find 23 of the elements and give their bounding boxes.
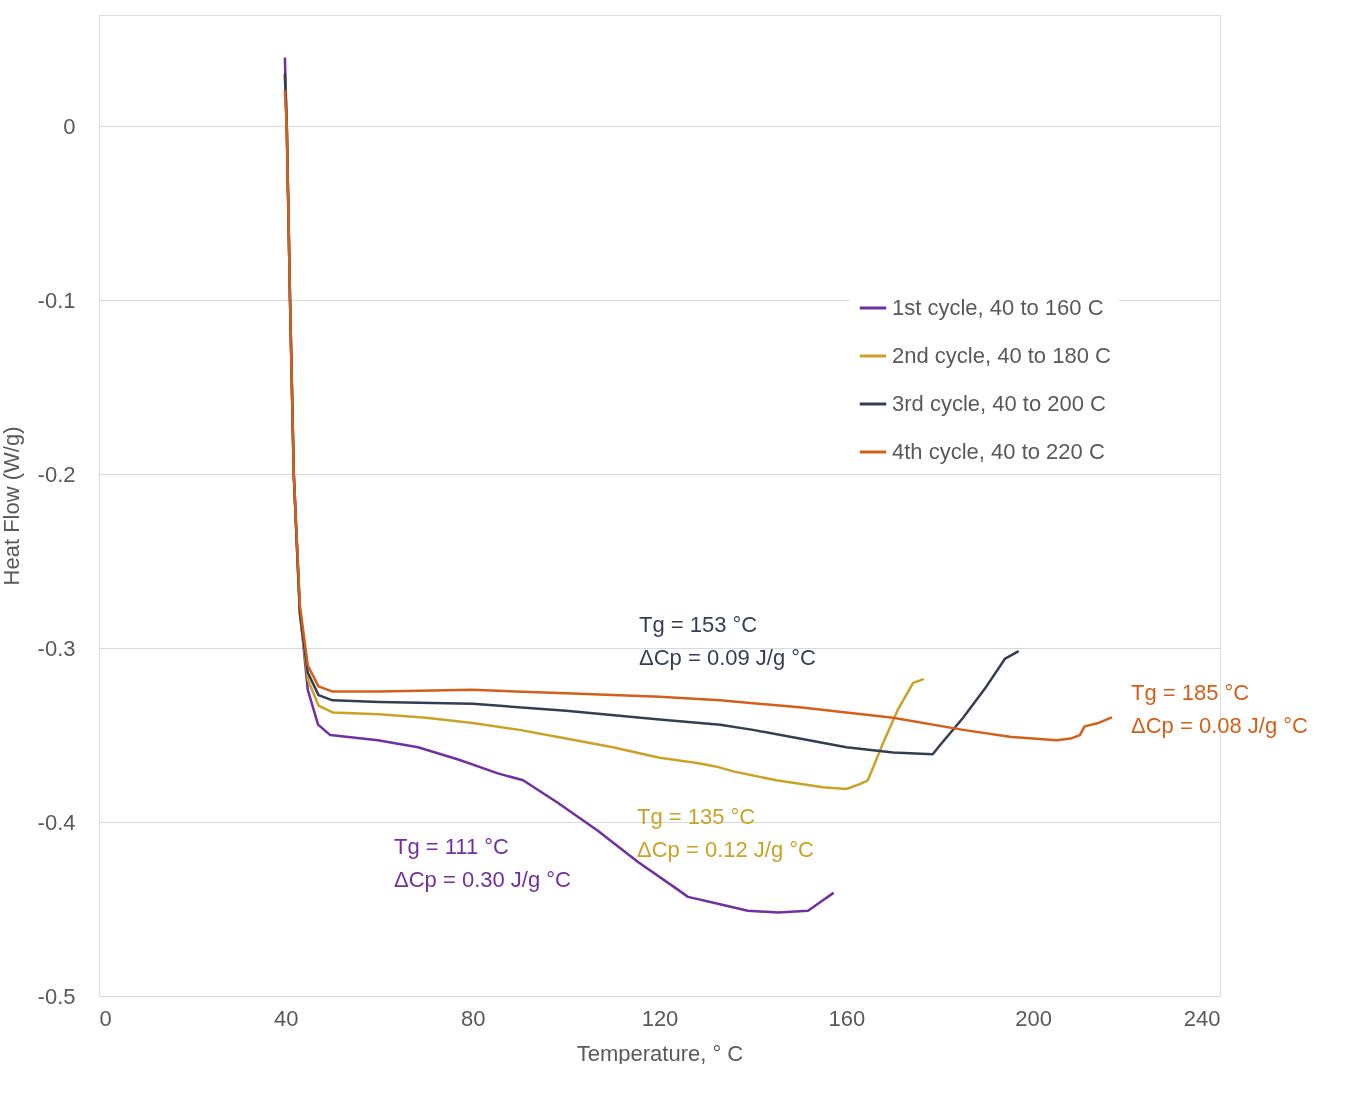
x-tick-label: 240 xyxy=(1183,1005,1221,1031)
y-tick-label: -0.1 xyxy=(37,287,76,313)
annotation: Tg = 153 °C ΔCp = 0.09 J/g °C xyxy=(639,612,817,670)
y-tick-label: -0.5 xyxy=(37,983,76,1009)
y-tick-label: -0.2 xyxy=(37,461,76,487)
y-tick-label: -0.4 xyxy=(37,809,76,835)
x-tick-label: 200 xyxy=(1015,1005,1053,1031)
x-tick-label: 0 xyxy=(99,1005,112,1031)
x-tick-label: 120 xyxy=(641,1005,679,1031)
annotation: Tg = 135 °C ΔCp = 0.12 J/g °C xyxy=(637,804,815,862)
legend-label: 1st cycle, 40 to 160 C xyxy=(892,295,1104,320)
x-tick-label: 160 xyxy=(828,1005,866,1031)
legend-label: 4th cycle, 40 to 220 C xyxy=(892,439,1105,464)
y-tick-label: -0.3 xyxy=(37,635,76,661)
line-series xyxy=(283,90,1113,742)
annotation: Tg = 185 °C ΔCp = 0.08 J/g °C xyxy=(1131,680,1309,738)
legend-label: 2nd cycle, 40 to 180 C xyxy=(892,343,1112,368)
annotation: Tg = 111 °C ΔCp = 0.30 J/g °C xyxy=(394,834,572,892)
y-tick-label: 0 xyxy=(63,113,76,139)
legend-label: 3rd cycle, 40 to 200 C xyxy=(892,391,1107,416)
x-tick-label: 80 xyxy=(460,1005,486,1031)
y-axis-title: Heat Flow (W/g) xyxy=(0,426,24,586)
x-tick-label: 40 xyxy=(274,1005,299,1031)
